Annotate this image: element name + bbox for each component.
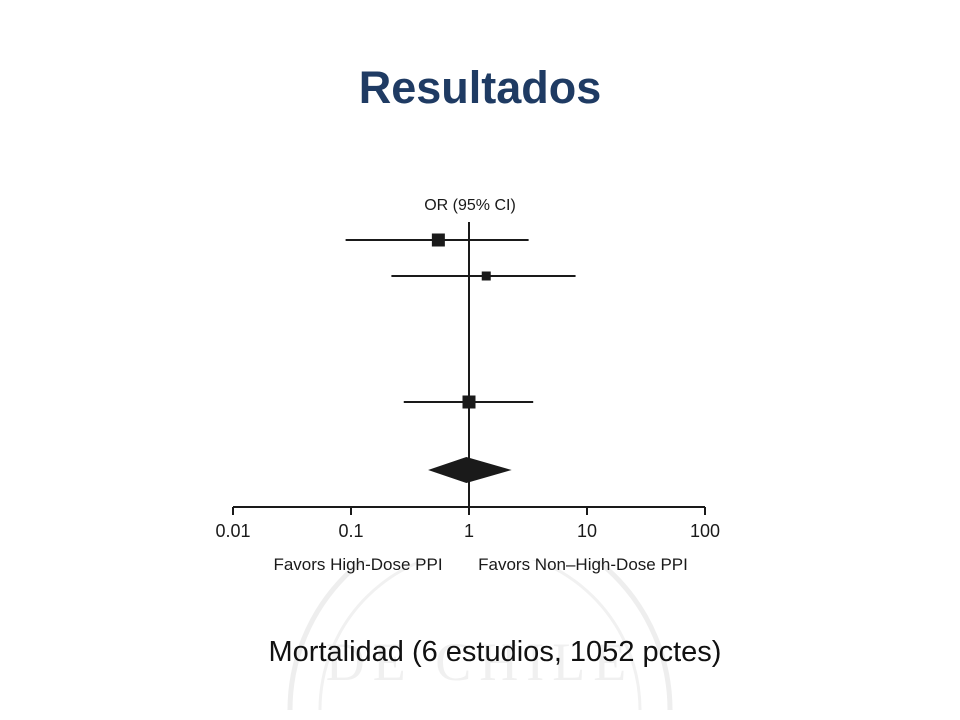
x-tick-label: 0.1 [338,521,363,541]
x-tick-label: 1 [464,521,474,541]
slide-caption: Mortalidad (6 estudios, 1052 pctes) [268,636,722,668]
study-point-estimate [481,271,491,281]
column-header: OR (95% CI) [424,197,516,214]
study-point-estimate [431,233,445,247]
favors-left-label: Favors High-Dose PPI [273,555,442,574]
university-seal-watermark: DE CHILE [287,560,673,710]
x-tick-label: 0.01 [215,521,250,541]
x-tick-label: 10 [577,521,597,541]
study-point-estimate [462,395,476,409]
x-tick-label: 100 [690,521,720,541]
favors-right-label: Favors Non–High-Dose PPI [478,555,688,574]
page-title: Resultados [358,62,602,113]
pooled-diamond [428,457,512,483]
